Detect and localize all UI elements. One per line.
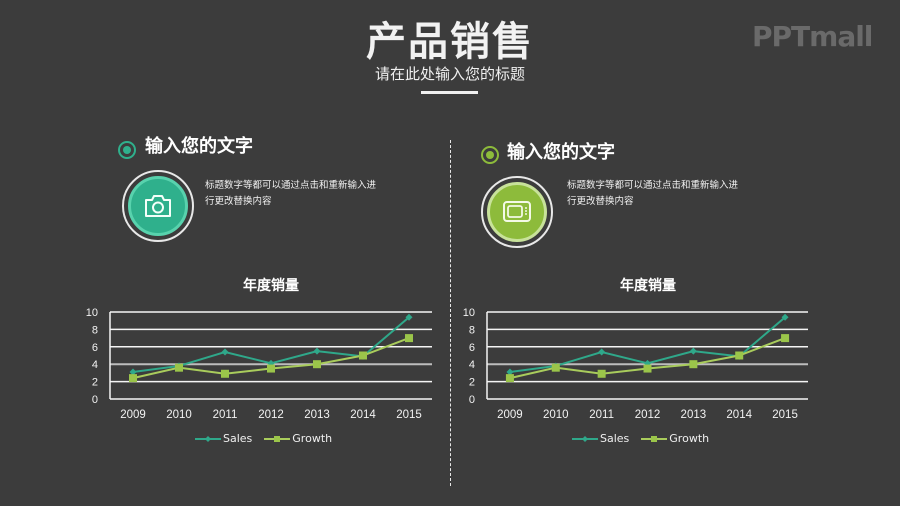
svg-text:2012: 2012	[258, 409, 284, 421]
tv-icon	[503, 201, 531, 222]
description-line: 行更改替换内容	[567, 196, 634, 207]
legend-label: Sales	[600, 432, 630, 445]
chart-legend: Sales Growth	[195, 432, 332, 445]
svg-text:2012: 2012	[635, 409, 661, 421]
line-chart: 0 2 4 6 8 10 2009 2010 2011 2012 2013 2014 2015	[463, 307, 808, 421]
description-line: 标题数字等都可以通过点击和重新输入进	[567, 180, 739, 191]
slide-subtitle: 请在此处输入您的标题	[374, 65, 525, 83]
svg-text:0: 0	[92, 394, 98, 406]
svg-text:2013: 2013	[304, 409, 330, 421]
chart-legend: Sales Growth	[572, 432, 709, 445]
svg-text:2015: 2015	[772, 409, 798, 421]
svg-text:2: 2	[469, 377, 475, 389]
svg-text:10: 10	[463, 307, 475, 319]
svg-text:2009: 2009	[497, 409, 523, 421]
svg-text:6: 6	[469, 342, 475, 354]
growth-legend-icon	[264, 435, 291, 442]
center-divider	[450, 140, 451, 486]
svg-text:2015: 2015	[396, 409, 422, 421]
chart-title: 年度销量	[243, 278, 299, 294]
panel-description: 标题数字等都可以通过点击和重新输入进 行更改替换内容	[567, 178, 747, 210]
icon-badge	[481, 176, 553, 248]
svg-text:4: 4	[92, 359, 98, 371]
svg-text:6: 6	[92, 342, 98, 354]
svg-text:4: 4	[469, 359, 475, 371]
svg-text:0: 0	[469, 394, 475, 406]
legend-growth: Growth	[264, 432, 332, 445]
logo: PPTmall	[752, 20, 873, 53]
panel-left: 输入您的文字 标题数字等都可以通过点击和重新输入进 行更改替换内容 年度销量 0…	[86, 136, 432, 445]
line-chart: 0 2 4 6 8 10 2009 2010 2011 2012 2013 2014 2015	[86, 307, 432, 421]
svg-text:2011: 2011	[213, 409, 238, 421]
svg-text:10: 10	[86, 307, 98, 319]
legend-label: Growth	[669, 432, 710, 445]
slide-title: 产品销售	[366, 19, 534, 65]
legend-growth: Growth	[641, 432, 709, 445]
bullet-icon	[118, 141, 136, 159]
description-line: 标题数字等都可以通过点击和重新输入进	[205, 180, 377, 191]
svg-text:2: 2	[92, 377, 98, 389]
icon-badge	[122, 170, 194, 242]
legend-sales: Sales	[572, 432, 629, 445]
chart-title: 年度销量	[620, 278, 676, 294]
panel-heading: 输入您的文字	[145, 136, 253, 157]
legend-label: Sales	[223, 432, 253, 445]
camera-icon	[145, 195, 171, 217]
description-line: 行更改替换内容	[205, 196, 272, 207]
svg-text:2014: 2014	[726, 409, 752, 421]
growth-legend-icon	[641, 435, 668, 442]
title-underline	[421, 91, 478, 94]
legend-label: Growth	[292, 432, 333, 445]
svg-text:2010: 2010	[166, 409, 192, 421]
svg-text:8: 8	[92, 324, 98, 336]
svg-text:2011: 2011	[589, 409, 614, 421]
panel-heading: 输入您的文字	[507, 142, 615, 163]
panel-description: 标题数字等都可以通过点击和重新输入进 行更改替换内容	[205, 178, 385, 210]
svg-text:2010: 2010	[543, 409, 569, 421]
svg-text:2014: 2014	[350, 409, 376, 421]
bullet-icon	[481, 146, 499, 164]
legend-sales: Sales	[195, 432, 252, 445]
panel-right: 输入您的文字 标题数字等都可以通过点击和重新输入进 行更改替换内容 年度销量 0…	[450, 0, 900, 506]
svg-text:8: 8	[469, 324, 475, 336]
svg-text:2009: 2009	[120, 409, 146, 421]
sales-legend-icon	[195, 435, 221, 442]
svg-text:2013: 2013	[681, 409, 707, 421]
sales-legend-icon	[572, 435, 598, 442]
